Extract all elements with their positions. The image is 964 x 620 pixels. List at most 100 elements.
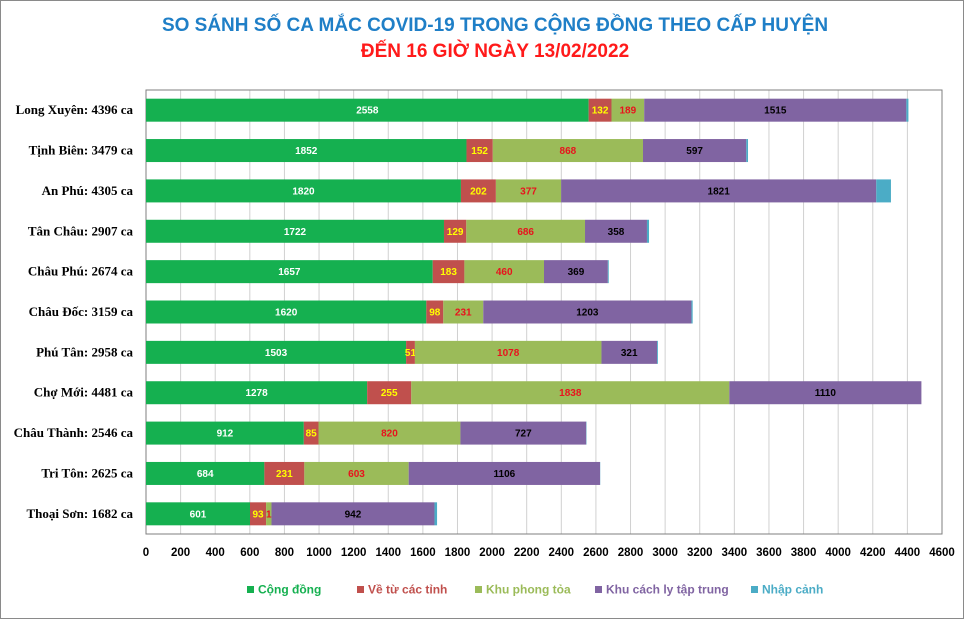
data-label: 1278 [245,388,268,399]
x-tick-label: 2000 [479,547,505,559]
x-tick-label: 200 [171,547,190,559]
legend-swatch [475,586,482,593]
data-label: 727 [515,429,532,440]
x-tick-label: 2600 [583,547,609,559]
bar-segment [691,301,692,324]
x-tick-label: 1600 [410,547,436,559]
data-label: 231 [455,308,472,319]
data-label: 129 [447,227,464,238]
x-tick-label: 3600 [756,547,782,559]
x-tick-label: 4000 [825,547,851,559]
legend-label: Nhập cảnh [762,583,823,597]
data-label: 1106 [494,469,516,480]
chart-title: SO SÁNH SỐ CA MẮC COVID-19 TRONG CỘNG ĐỒ… [162,14,828,36]
category-label: Châu Đốc: 3159 ca [29,304,134,319]
data-label: 93 [252,509,264,520]
data-label: 1620 [275,308,298,319]
category-label: Phú Tân: 2958 ca [36,344,133,359]
category-label: Tịnh Biên: 3479 ca [29,143,134,158]
x-tick-label: 1000 [306,547,332,559]
data-label: 1515 [764,106,787,117]
data-label: 684 [197,469,214,480]
x-tick-label: 1400 [375,547,401,559]
bar-segment [746,139,748,162]
data-label: 1821 [708,186,731,197]
category-label: Châu Phú: 2674 ca [28,264,134,279]
category-label: Tân Châu: 2907 ca [28,223,134,238]
x-tick-label: 1200 [341,547,367,559]
legend-swatch [247,586,254,593]
x-tick-label: 400 [206,547,225,559]
bar-segment [906,99,908,122]
x-tick-label: 2400 [549,547,575,559]
data-label: 183 [440,267,457,278]
bar-segment [657,341,658,364]
data-label: 152 [471,146,488,157]
data-label: 597 [686,146,703,157]
x-tick-label: 0 [143,547,149,559]
data-label: 132 [592,106,609,117]
x-tick-label: 3800 [791,547,817,559]
x-tick-label: 4200 [860,547,886,559]
data-label: 1 [266,509,272,520]
data-label: 1657 [278,267,301,278]
data-label: 358 [608,227,625,238]
x-tick-label: 600 [240,547,259,559]
x-tick-label: 2200 [514,547,540,559]
legend-swatch [595,586,602,593]
data-label: 1078 [497,348,520,359]
data-label: 255 [381,388,398,399]
x-tick-label: 4400 [895,547,921,559]
chart-subtitle: ĐẾN 16 GIỜ NGÀY 13/02/2022 [361,40,629,62]
data-label: 912 [217,429,234,440]
category-labels: Long Xuyên: 4396 ca Tịnh Biên: 3479 ca An … [14,102,134,521]
x-tick-label: 1800 [445,547,471,559]
bar-segment [647,220,649,243]
x-tick-label: 800 [275,547,294,559]
x-axis-ticks: 0 200 400 600 800 1000 1200 1400 1600 1800 2000 220… [143,547,955,559]
category-label: Long Xuyên: 4396 ca [16,102,134,117]
data-label: 321 [621,348,638,359]
data-label: 202 [470,186,487,197]
data-label: 1852 [295,146,318,157]
legend-label: Về từ các tỉnh [368,583,447,597]
legend-label: Khu phong tỏa [486,583,571,597]
data-label: 231 [276,469,293,480]
category-label: Châu Thành: 2546 ca [14,425,134,440]
data-label: 189 [619,106,636,117]
category-label: Thoại Sơn: 1682 ca [26,506,133,521]
x-tick-label: 2800 [618,547,644,559]
x-tick-label: 4600 [929,547,955,559]
legend-swatch [357,586,364,593]
x-tick-label: 3200 [687,547,713,559]
data-label: 601 [190,509,207,520]
bar-segment [876,179,891,202]
data-label: 942 [345,509,362,520]
data-label: 1722 [284,227,307,238]
data-label: 868 [560,146,577,157]
x-tick-label: 3400 [722,547,748,559]
data-label: 1838 [559,388,582,399]
category-label: An Phú: 4305 ca [42,183,134,198]
legend-label: Khu cách ly tập trung [606,583,729,597]
data-label: 369 [568,267,585,278]
bar-segment [434,502,437,525]
data-label: 820 [381,429,398,440]
data-label: 603 [348,469,365,480]
data-label: 377 [520,186,537,197]
data-label: 98 [429,308,441,319]
bar-segment [608,260,609,283]
category-label: Tri Tôn: 2625 ca [41,465,133,480]
data-label: 1503 [265,348,288,359]
x-tick-label: 3000 [652,547,678,559]
data-label: 460 [496,267,513,278]
data-label: 85 [306,429,318,440]
data-label: 1820 [292,186,315,197]
data-label: 1110 [815,388,837,399]
category-label: Chợ Mới: 4481 ca [34,385,134,400]
data-label: 2558 [356,106,379,117]
